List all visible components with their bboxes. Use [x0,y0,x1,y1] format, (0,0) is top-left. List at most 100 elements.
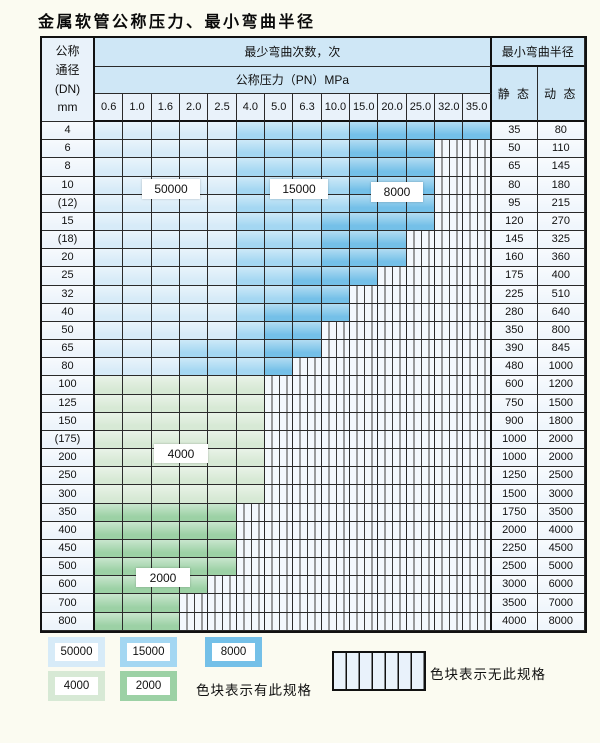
dn-row-label: 250 [42,467,95,486]
band-label-2000: 2000 [136,568,190,587]
spec-cell-50000 [95,158,124,177]
dynamic-radius-value: 145 [537,158,585,177]
spec-cell-8000 [293,303,322,322]
dynamic-radius-value: 1200 [537,376,585,395]
no-spec-cell [321,521,351,540]
spec-cell-50000 [123,140,152,159]
no-spec-cell [406,376,436,395]
legend-swatch-label: 2000 [127,677,170,695]
no-spec-cell [350,558,379,577]
dn-row-label: 125 [42,394,95,413]
no-spec-cell [208,612,237,631]
dynamic-radius-value: 325 [537,231,585,250]
static-column-header: 静 态 [491,67,538,122]
no-spec-cell [463,539,492,559]
spec-cell-4000 [95,430,124,450]
no-spec-cell [378,503,407,522]
no-spec-cell [265,594,294,613]
static-radius-value: 480 [491,358,538,377]
spec-cell-8000 [378,212,407,232]
spec-cell-8000 [406,212,436,232]
spec-cell-50000 [180,249,209,268]
spec-cell-8000 [293,267,322,286]
no-spec-cell [378,321,407,341]
no-spec-cell [350,467,379,486]
no-spec-cell [463,158,492,177]
spec-cell-15000 [236,340,266,359]
dynamic-column-header: 动 态 [537,67,585,122]
no-spec-cell [435,176,464,195]
spec-cell-2000 [95,612,124,631]
dynamic-radius-value: 2000 [537,449,585,468]
spec-cell-50000 [208,249,237,268]
spec-cell-50000 [123,194,152,213]
static-radius-value: 95 [491,194,538,213]
dn-row-label: (18) [42,231,95,250]
no-spec-cell [463,394,492,413]
no-spec-cell [435,576,464,595]
spec-cell-2000 [151,612,181,631]
spec-cell-15000 [180,340,209,359]
no-spec-cell [435,485,464,504]
no-spec-cell [350,285,379,304]
pressure-header-cell: 20.0 [378,94,407,122]
no-spec-cell [463,521,492,540]
spec-cell-50000 [95,122,124,141]
spec-cell-2000 [151,503,181,522]
dn-row-label: 800 [42,612,95,631]
no-spec-cell [435,376,464,395]
no-spec-cell [321,449,351,468]
spec-cell-4000 [123,449,152,468]
spec-cell-50000 [123,340,152,359]
no-spec-cell [463,376,492,395]
no-spec-cell [378,467,407,486]
spec-cell-50000 [180,212,209,232]
spec-cell-2000 [208,503,237,522]
spec-cell-4000 [151,467,181,486]
static-radius-value: 80 [491,176,538,195]
no-spec-cell [463,231,492,250]
spec-cell-4000 [151,394,181,413]
no-spec-cell [265,558,294,577]
no-spec-cell [435,612,464,631]
dynamic-radius-value: 2500 [537,467,585,486]
spec-cell-4000 [180,376,209,395]
spec-cell-15000 [265,158,294,177]
spec-cell-15000 [236,321,266,341]
spec-cell-2000 [123,521,152,540]
no-spec-cell [350,594,379,613]
no-spec-cell [265,449,294,468]
no-spec-cell [378,376,407,395]
spec-cell-8000 [265,321,294,341]
static-radius-value: 2000 [491,521,538,540]
pressure-header-cell: 4.0 [236,94,266,122]
no-spec-cell [350,394,379,413]
no-spec-cell [321,321,351,341]
spec-cell-4000 [123,430,152,450]
legend-swatch-label: 8000 [212,643,255,661]
no-spec-cell [350,449,379,468]
dn-row-label: 32 [42,285,95,304]
spec-cell-15000 [321,194,351,213]
spec-cell-50000 [208,140,237,159]
no-spec-cell [236,539,266,559]
spec-cell-50000 [95,303,124,322]
spec-cell-50000 [151,358,181,377]
dn-row-label: 300 [42,485,95,504]
no-spec-cell [463,267,492,286]
pressure-header-cell: 2.5 [208,94,237,122]
dynamic-radius-value: 1000 [537,358,585,377]
no-spec-cell [236,612,266,631]
no-spec-cell [378,412,407,431]
no-spec-cell [350,321,379,341]
spec-cell-4000 [95,376,124,395]
spec-cell-8000 [435,122,464,141]
no-spec-cell [350,485,379,504]
no-spec-cell [406,358,436,377]
no-spec-cell [463,303,492,322]
no-spec-cell [435,231,464,250]
static-radius-value: 50 [491,140,538,159]
dn-header-line: mm [57,100,78,115]
no-spec-cell [463,503,492,522]
spec-cell-50000 [180,231,209,250]
